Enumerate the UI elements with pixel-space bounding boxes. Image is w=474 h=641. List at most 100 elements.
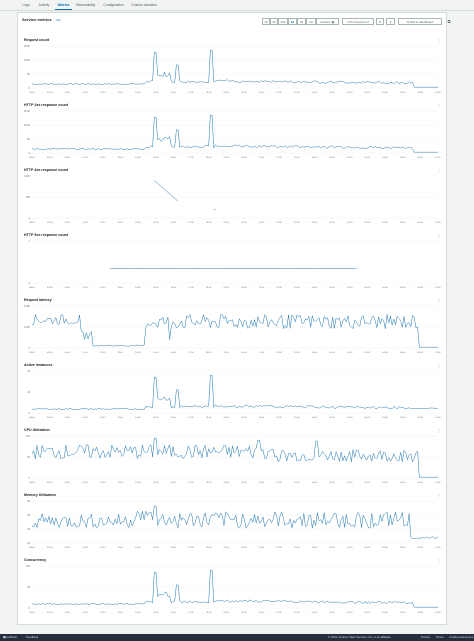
x-tick-label: 21:00 <box>259 157 265 159</box>
chart-plot[interactable]: 1 0 08:00 09:00 10:00 11:00 12:00 13:00 14:00 15:… <box>18 237 444 291</box>
x-tick-label: 22:00 <box>276 547 282 549</box>
range-12h[interactable]: 12h <box>278 18 288 25</box>
range-1d[interactable]: 1d <box>288 18 297 25</box>
chart-options-icon[interactable]: ⋮ <box>437 103 441 108</box>
x-tick-label: 02:00 <box>347 222 353 224</box>
x-tick-label: 10:00 <box>65 612 71 614</box>
x-tick-label: 16:00 <box>170 547 176 549</box>
x-tick-label: 11:00 <box>82 417 88 419</box>
x-tick-label: 08:00 <box>29 612 35 614</box>
custom-range-button[interactable]: Custom ▦ <box>316 18 339 25</box>
caret-down-icon: ▾ <box>367 20 369 24</box>
chart-plot[interactable]: 15.0K 10.0K 5K 0 08:00 09:00 10:00 11:00 12:00 13… <box>18 42 444 96</box>
x-tick-label: 04:00 <box>382 482 388 484</box>
timezone-select[interactable]: UTC timezone ▾ <box>342 18 374 25</box>
x-tick-label: 01:00 <box>329 352 335 354</box>
chart-options-icon[interactable]: ⋮ <box>437 493 441 498</box>
info-link[interactable]: Info <box>56 17 62 22</box>
x-tick-label: 20:00 <box>241 222 247 224</box>
chart-plot[interactable]: 1.00K 500 0 08:00 09:00 10:00 11:00 12:00 13:00 1… <box>18 172 444 226</box>
x-tick-label: 13:00 <box>118 157 124 159</box>
chart-options-icon[interactable]: ⋮ <box>437 298 441 303</box>
chart-plot[interactable]: 15.0K 10.0K 5K 0 08:00 09:00 10:00 11:00 12:00 13… <box>18 107 444 161</box>
y-tick-label: 15.0K <box>24 110 31 113</box>
external-link-icon: ⧉ <box>406 20 409 24</box>
chart-instances: Active instances ⋮ 40 20 0 08:00 09:00 10:00 11:… <box>18 363 444 425</box>
chart-options-icon[interactable]: ⋮ <box>437 558 441 563</box>
tab-logs[interactable]: Logs <box>22 3 30 7</box>
x-tick-label: 20:00 <box>241 547 247 549</box>
cloudshell-icon: ▣ <box>3 635 6 639</box>
y-tick-label: 10.0K <box>24 59 31 62</box>
x-tick-label: 11:00 <box>82 482 88 484</box>
terms-link[interactable]: Terms <box>436 635 444 639</box>
x-tick-label: 18:00 <box>206 417 212 419</box>
chart-plot[interactable]: 100 50 0 08:00 09:00 10:00 11:00 12:00 13:00 14:0… <box>18 432 444 486</box>
range-1h[interactable]: 1h <box>262 18 270 25</box>
chart-plot[interactable]: 2.00K 1.00K 0 08:00 09:00 10:00 11:00 12:00 13:0… <box>18 302 444 356</box>
chart-plot[interactable]: 80 60 40 20 08:00 09:00 10:00 11:00 12:00 13:00 14… <box>18 497 444 551</box>
feedback-link[interactable]: Feedback <box>26 635 39 639</box>
chart-http-4xx: HTTP 4xx response count ⋮ 1.00K 500 0 08:00 09… <box>18 168 444 230</box>
x-tick-label: 07:00 <box>435 352 441 354</box>
chart-title: Concurrency <box>24 558 47 562</box>
x-tick-label: 10:00 <box>65 222 71 224</box>
series-line <box>31 49 438 88</box>
x-tick-label: 15:00 <box>153 417 159 419</box>
x-tick-label: 07:00 <box>435 482 441 484</box>
y-tick-label: 20 <box>27 542 30 545</box>
x-tick-label: 19:00 <box>223 547 229 549</box>
chart-memory: Memory Utilization ⋮ 80 60 40 20 08:00 09:00 10:… <box>18 493 444 555</box>
x-tick-label: 06:00 <box>418 482 424 484</box>
x-tick-label: 01:00 <box>329 547 335 549</box>
chart-options-icon[interactable]: ⋮ <box>437 363 441 368</box>
y-tick-label: 5K <box>27 138 30 141</box>
series-line <box>31 437 438 478</box>
range-3d[interactable]: 3d <box>297 18 306 25</box>
x-tick-label: 14:00 <box>135 352 141 354</box>
x-tick-label: 18:00 <box>206 352 212 354</box>
x-tick-label: 02:00 <box>347 157 353 159</box>
cookie-preferences-link[interactable]: Cookie preferences <box>449 635 474 639</box>
tab-activity[interactable]: Activity <box>38 3 50 7</box>
expand-icon[interactable]: ⧉ <box>447 19 451 24</box>
x-tick-label: 03:00 <box>365 287 371 289</box>
x-tick-label: 20:00 <box>241 352 247 354</box>
x-tick-label: 11:00 <box>82 612 88 614</box>
x-tick-label: 10:00 <box>65 482 71 484</box>
x-tick-label: 16:00 <box>170 612 176 614</box>
tab-configuration[interactable]: Configuration <box>103 3 124 7</box>
chart-plot[interactable]: 40 20 0 08:00 09:00 10:00 11:00 12:00 13:00 14:00… <box>18 367 444 421</box>
range-1w[interactable]: 1w <box>306 18 316 25</box>
x-tick-label: 00:00 <box>312 157 318 159</box>
chart-options-icon[interactable]: ⋮ <box>437 428 441 433</box>
chart-plot[interactable]: 100 50 0 08:00 09:00 10:00 11:00 12:00 13:00 14:0… <box>18 562 444 616</box>
chart-options-icon[interactable]: ⋮ <box>437 233 441 238</box>
x-tick-label: 04:00 <box>382 287 388 289</box>
panel-title: Service metrics <box>22 17 52 22</box>
chart-title: Memory Utilization <box>24 493 56 497</box>
tab-custom-domains[interactable]: Custom domains <box>131 3 157 7</box>
add-to-dashboard-button[interactable]: ⧉ Add to dashboard <box>398 18 442 25</box>
x-tick-label: 21:00 <box>259 612 265 614</box>
tab-observability[interactable]: Observability <box>75 3 96 7</box>
x-tick-label: 21:00 <box>259 222 265 224</box>
chart-options-icon[interactable]: ⋮ <box>437 168 441 173</box>
tab-metrics[interactable]: Metrics <box>55 1 72 10</box>
y-tick-label: 40 <box>27 370 30 373</box>
refresh-options-button[interactable]: ▾ <box>386 18 395 25</box>
x-tick-label: 18:00 <box>206 287 212 289</box>
x-tick-label: 06:00 <box>418 612 424 614</box>
x-tick-label: 17:00 <box>188 547 194 549</box>
footer: ▣ CloudShell Feedback © 2024, Amazon Web… <box>0 634 474 641</box>
refresh-button[interactable]: ↻ <box>376 18 384 25</box>
chart-options-icon[interactable]: ⋮ <box>437 38 441 43</box>
chart-title: HTTP 4xx response count <box>24 168 69 172</box>
x-tick-label: 05:00 <box>400 92 406 94</box>
range-3h[interactable]: 3h <box>270 18 278 25</box>
x-tick-label: 12:00 <box>100 92 106 94</box>
y-tick-label: 5K <box>27 73 30 76</box>
x-tick-label: 21:00 <box>259 92 265 94</box>
privacy-link[interactable]: Privacy <box>421 635 431 639</box>
x-tick-label: 18:00 <box>206 222 212 224</box>
